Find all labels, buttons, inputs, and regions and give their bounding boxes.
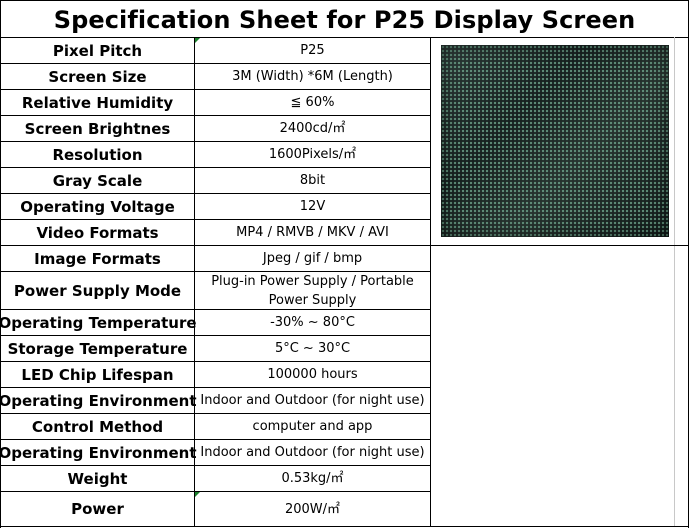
spec-row-led-chip-lifespan: LED Chip Lifespan 100000 hours <box>1 362 430 387</box>
spec-label: Screen Size <box>48 67 147 86</box>
spec-row-power-supply-mode: Power Supply Mode Plug-in Power Supply /… <box>1 272 430 309</box>
spec-label: Operating Environment <box>0 443 197 462</box>
spec-value: 200W/㎡ <box>284 501 341 517</box>
grid-line <box>194 37 195 527</box>
led-screen-photo <box>441 45 669 237</box>
grid-line <box>0 37 689 38</box>
grid-line <box>0 219 431 220</box>
spec-value: computer and app <box>252 419 373 434</box>
spec-label: Video Formats <box>36 223 159 242</box>
spec-label: Storage Temperature <box>7 339 188 358</box>
spec-row-weight: Weight 0.53kg/㎡ <box>1 466 430 491</box>
spec-value: 1600Pixels/㎡ <box>268 147 357 162</box>
spec-row-screen-brightness: Screen Brightnes 2400cd/㎡ <box>1 116 430 141</box>
sheet-title: Specification Sheet for P25 Display Scre… <box>53 6 636 34</box>
spec-label: Power Supply Mode <box>13 281 182 300</box>
grid-line <box>0 0 1 528</box>
spec-row-relative-humidity: Relative Humidity ≦ 60% <box>1 90 430 115</box>
spec-value: ≦ 60% <box>290 95 335 110</box>
grid-line <box>674 37 675 527</box>
grid-line <box>430 37 431 527</box>
spec-value: Plug-in Power Supply / Portable Power Su… <box>211 273 414 308</box>
spec-label: Power <box>71 500 124 518</box>
grid-line <box>0 491 431 492</box>
spec-label: Gray Scale <box>52 171 143 190</box>
grid-line <box>0 309 431 310</box>
grid-line <box>0 271 431 272</box>
spec-value: P25 <box>300 43 325 58</box>
grid-line <box>0 361 431 362</box>
grid-line <box>0 89 431 90</box>
grid-line <box>0 63 431 64</box>
grid-line <box>0 141 431 142</box>
grid-line <box>0 335 431 336</box>
spec-row-screen-size: Screen Size 3M (Width) *6M (Length) <box>1 64 430 89</box>
grid-line <box>0 526 689 527</box>
spec-row-operating-environment: Operating Environment Indoor and Outdoor… <box>0 388 430 413</box>
spec-value: -30% ~ 80°C <box>270 315 355 330</box>
spec-value: 3M (Width) *6M (Length) <box>232 69 393 84</box>
spec-row-gray-scale: Gray Scale 8bit <box>1 168 430 193</box>
spec-value: 2400cd/㎡ <box>279 121 346 136</box>
spec-label: Relative Humidity <box>21 93 174 112</box>
spec-label: Weight <box>67 469 128 488</box>
grid-line <box>0 167 431 168</box>
spec-label: Operating Temperature <box>0 313 197 332</box>
spec-row-image-formats: Image Formats Jpeg / gif / bmp <box>1 246 430 271</box>
spec-row-operating-temperature: Operating Temperature -30% ~ 80°C <box>0 310 430 335</box>
spec-value: 0.53kg/㎡ <box>281 471 344 486</box>
grid-line <box>0 193 431 194</box>
grid-line <box>0 413 431 414</box>
grid-line <box>0 387 431 388</box>
spec-value: 12V <box>299 199 326 214</box>
spec-value: Jpeg / gif / bmp <box>262 251 363 266</box>
spec-value: 5°C ~ 30°C <box>274 341 351 356</box>
spec-row-video-formats: Video Formats MP4 / RMVB / MKV / AVI <box>1 220 430 245</box>
spec-value: 100000 hours <box>267 367 358 382</box>
spec-row-storage-temperature: Storage Temperature 5°C ~ 30°C <box>1 336 430 361</box>
spec-label: Pixel Pitch <box>52 41 143 60</box>
grid-line <box>0 115 431 116</box>
grid-line <box>0 0 689 1</box>
spec-row-control-method: Control Method computer and app <box>1 414 430 439</box>
spec-row-pixel-pitch: Pixel Pitch P25 <box>1 38 430 63</box>
grid-line <box>0 245 689 246</box>
spec-label: Resolution <box>52 145 143 164</box>
spec-label: Image Formats <box>34 249 161 268</box>
spec-row-resolution: Resolution 1600Pixels/㎡ <box>1 142 430 167</box>
grid-line <box>0 439 431 440</box>
spec-value: Indoor and Outdoor (for night use) <box>200 393 425 408</box>
spec-label: Operating Voltage <box>20 197 175 216</box>
spec-label: Control Method <box>31 417 164 436</box>
spec-value: Indoor and Outdoor (for night use) <box>200 445 425 460</box>
spec-row-operating-environment-2: Operating Environment Indoor and Outdoor… <box>0 440 430 465</box>
spec-label: Screen Brightnes <box>24 119 171 138</box>
spec-label: LED Chip Lifespan <box>21 365 174 384</box>
grid-line <box>0 465 431 466</box>
cell-comment-marker <box>195 492 200 497</box>
spec-row-operating-voltage: Operating Voltage 12V <box>1 194 430 219</box>
spec-value: MP4 / RMVB / MKV / AVI <box>236 225 389 240</box>
spec-row-power: Power 200W/㎡ <box>1 492 430 526</box>
spec-label: Operating Environment <box>0 391 197 410</box>
spec-value: 8bit <box>299 173 326 188</box>
cell-comment-marker <box>195 38 200 43</box>
